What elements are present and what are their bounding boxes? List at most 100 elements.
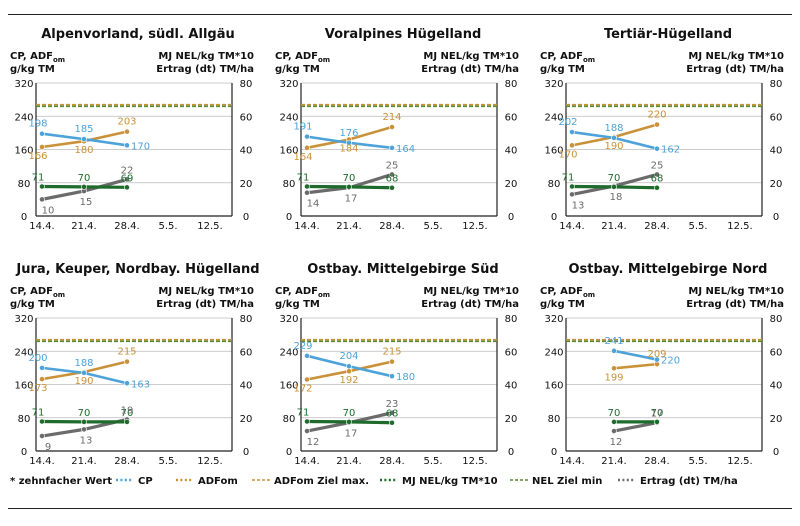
point-nel [389,419,395,426]
point-ertrag [654,171,660,178]
y-tick-label: 80 [283,414,296,425]
y-axis-label-left: CP, ADFom [540,286,595,299]
data-label-ertrag: 13 [80,435,93,446]
y2-tick-label: 0 [508,212,514,223]
x-tick-label: 12.5. [727,456,752,467]
y2-axis-label: MJ NEL/kg TM*10 [423,51,519,62]
y2-tick-label: 40 [240,381,253,392]
data-label-cp: 204 [339,351,358,362]
y-tick-label: 240 [279,347,298,358]
point-cp [39,364,45,371]
point-cp [389,373,395,380]
x-tick-label: 12.5. [197,456,222,467]
y2-tick-label: 80 [505,314,518,325]
data-label-adf: 164 [293,152,312,163]
y-tick-label: 0 [21,447,27,458]
y2-tick-label: 60 [770,112,783,123]
y2-tick-label: 20 [770,179,783,190]
y-axis-label-subscript: om [318,56,330,64]
y-tick-label: 320 [279,79,298,90]
point-nel [81,419,87,425]
y2-tick-label: 20 [505,414,518,425]
legend-label: ADFom Ziel max. [274,476,369,487]
point-nel [304,418,310,425]
y-tick-label: 0 [551,447,557,458]
y-tick-label: 80 [18,179,31,190]
data-label-adf: 166 [28,151,47,162]
legend-item-nel: MJ NEL/kg TM*10 [380,476,498,487]
legend-item-nel_min: NEL Ziel min [510,476,602,487]
legend-label: CP [138,476,153,487]
panel-title: Jura, Keuper, Nordbay. Hügelland [15,262,259,277]
data-label-cp: 188 [74,358,93,369]
y2-tick-label: 40 [770,381,783,392]
y-axis-label-left: CP, ADFom [10,51,65,64]
legend-item-cp: CP [116,476,153,487]
y-tick-label: 320 [544,79,563,90]
point-ertrag [124,176,130,183]
point-adf [304,144,310,151]
point-ertrag [39,433,45,439]
data-label-nel: 70 [121,408,134,419]
y-axis-label-unit: g/kg TM [540,64,585,75]
x-tick-label: 12.5. [727,221,752,232]
y-tick-label: 160 [279,381,298,392]
data-label-nel: 71 [32,407,45,418]
x-tick-label: 5.5. [688,456,707,467]
data-label-nel: 69 [121,173,134,184]
y2-axis-label-unit: Ertrag (dt) TM/ha [421,64,519,75]
y-tick-label: 0 [551,212,557,223]
data-label-adf: 180 [74,145,93,156]
data-label-nel: 71 [297,172,310,183]
y2-tick-label: 0 [773,447,779,458]
data-label-ertrag: 25 [651,160,664,171]
x-tick-label: 5.5. [688,221,707,232]
data-label-cp: 220 [661,356,680,367]
panel-title: Ostbay. Mittelgebirge Süd [307,262,498,277]
data-label-nel: 68 [386,174,399,185]
x-tick-label: 12.5. [462,221,487,232]
point-cp [389,144,395,151]
x-tick-label: 14.4. [29,221,54,232]
x-tick-label: 21.4. [336,221,361,232]
y-tick-label: 0 [286,212,292,223]
data-label-ertrag: 18 [610,192,623,203]
point-nel [346,419,352,425]
data-label-nel: 71 [562,172,575,183]
point-cp [304,352,310,359]
y2-axis-label-unit: Ertrag (dt) TM/ha [686,299,784,310]
y-axis-label-unit: g/kg TM [10,64,55,75]
y-tick-label: 240 [14,112,33,123]
y2-axis-label-unit: Ertrag (dt) TM/ha [156,64,254,75]
point-ertrag [611,428,617,434]
y2-tick-label: 20 [240,179,253,190]
data-label-cp: 191 [293,122,312,133]
x-tick-label: 5.5. [423,456,442,467]
point-nel [611,419,617,425]
point-cp [569,129,575,135]
y2-tick-label: 80 [240,314,253,325]
y2-tick-label: 0 [243,447,249,458]
x-tick-label: 14.4. [294,456,319,467]
y-tick-label: 80 [18,414,31,425]
data-label-cp: 241 [604,336,623,347]
x-tick-label: 14.4. [559,456,584,467]
bottom-rule [8,508,792,509]
data-label-ertrag: 17 [345,429,358,440]
point-ertrag [304,428,310,434]
point-ertrag [389,171,395,178]
point-cp [611,134,617,141]
data-label-cp: 162 [661,145,680,156]
point-nel [611,184,617,190]
data-label-nel: 68 [386,409,399,420]
point-nel [654,184,660,191]
data-label-nel: 70 [343,408,356,419]
y2-tick-label: 80 [240,79,253,90]
y-tick-label: 240 [544,347,563,358]
data-label-ertrag: 12 [307,437,320,448]
point-cp [124,142,130,149]
legend: * zehnfacher Wert CP ADFom ADFom Ziel max. M… [10,476,738,487]
